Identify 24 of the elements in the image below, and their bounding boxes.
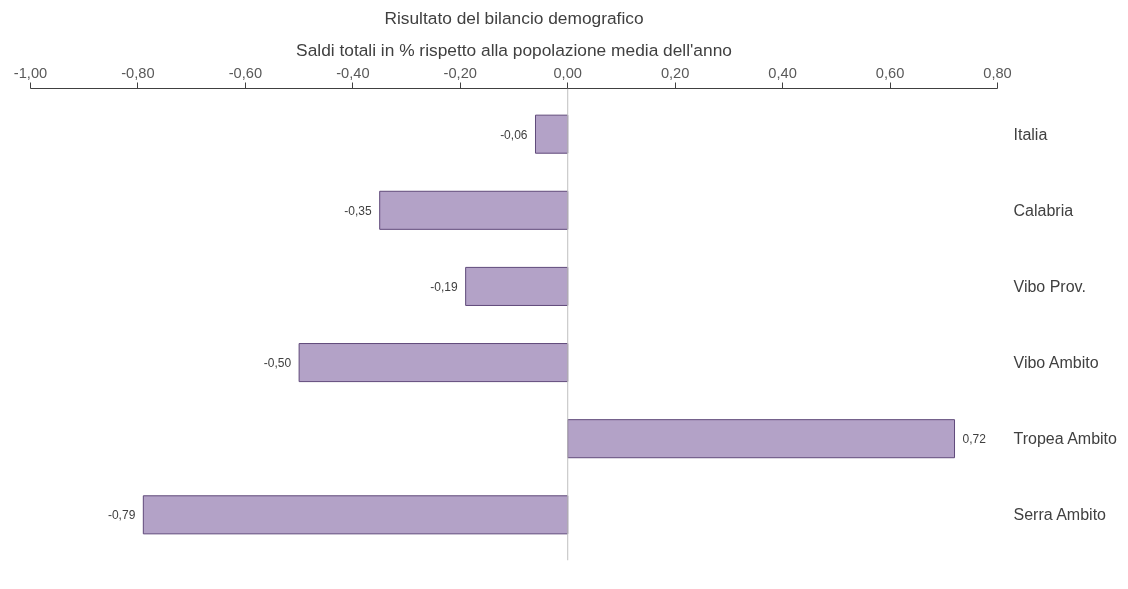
x-tick-label: -0,60 xyxy=(228,64,263,81)
y-tick-label: Vibo Prov. xyxy=(1013,277,1086,295)
data-label: 0,72 xyxy=(962,432,987,447)
x-tick-label: 0,20 xyxy=(660,64,690,81)
data-label: -0,79 xyxy=(107,508,136,523)
chart-subtitle: Saldi totali in % rispetto alla popolazione media dell'anno xyxy=(296,39,732,60)
x-tick-label: -1,00 xyxy=(13,64,48,81)
x-tick-label: -0,80 xyxy=(121,64,155,81)
x-tick-label: -0,40 xyxy=(336,64,370,81)
data-label: -0,35 xyxy=(344,203,373,218)
data-label: -0,19 xyxy=(430,279,458,294)
y-tick-label: Serra Ambito xyxy=(1013,506,1107,524)
x-tick-label: 0,80 xyxy=(983,64,1012,81)
data-label: -0,50 xyxy=(263,356,292,371)
data-label: -0,06 xyxy=(500,127,528,142)
x-tick-label: 0,60 xyxy=(875,64,905,81)
y-tick-label: Vibo Ambito xyxy=(1013,354,1099,372)
y-tick-label: Italia xyxy=(1013,125,1048,143)
y-tick-label: Tropea Ambito xyxy=(1013,430,1118,448)
x-tick-label: 0,00 xyxy=(553,64,582,81)
x-tick-label: 0,40 xyxy=(768,64,797,81)
chart-title: Risultato del bilancio demografico xyxy=(384,7,644,28)
y-tick-label: Calabria xyxy=(1013,201,1074,219)
x-tick-label: -0,20 xyxy=(443,64,477,81)
